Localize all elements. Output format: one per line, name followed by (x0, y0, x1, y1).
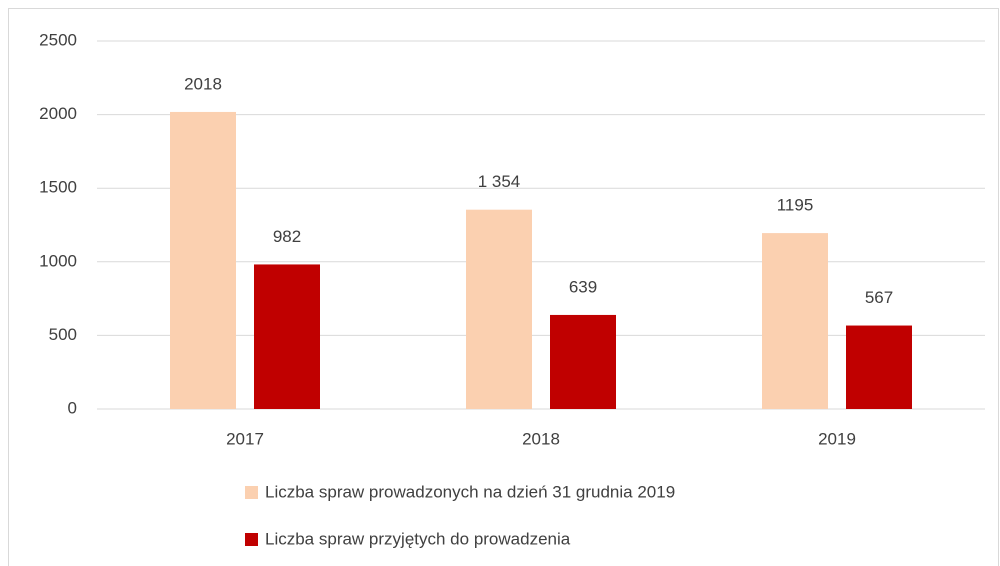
x-tick-label: 2018 (522, 429, 560, 448)
bar (846, 325, 912, 409)
y-tick-label: 2500 (39, 30, 77, 49)
data-label: 639 (569, 277, 597, 296)
legend-label: Liczba spraw prowadzonych na dzień 31 gr… (265, 482, 675, 501)
x-tick-label: 2017 (226, 429, 264, 448)
bar (466, 209, 532, 409)
y-tick-label: 1000 (39, 251, 77, 270)
bar (170, 111, 236, 409)
y-tick-label: 2000 (39, 104, 77, 123)
y-tick-label: 500 (49, 325, 77, 344)
bar (254, 264, 320, 409)
legend-swatch (245, 486, 258, 499)
legend-swatch (245, 533, 258, 546)
data-label: 982 (273, 227, 301, 246)
x-tick-label: 2019 (818, 429, 856, 448)
bar (762, 233, 828, 409)
data-label: 1 354 (478, 172, 521, 191)
y-tick-label: 1500 (39, 178, 77, 197)
data-label: 1195 (777, 196, 814, 215)
data-label: 2018 (184, 74, 222, 93)
legend-label: Liczba spraw przyjętych do prowadzenia (265, 529, 571, 548)
bar (550, 314, 616, 409)
y-tick-label: 0 (68, 398, 77, 417)
data-label: 567 (865, 288, 893, 307)
